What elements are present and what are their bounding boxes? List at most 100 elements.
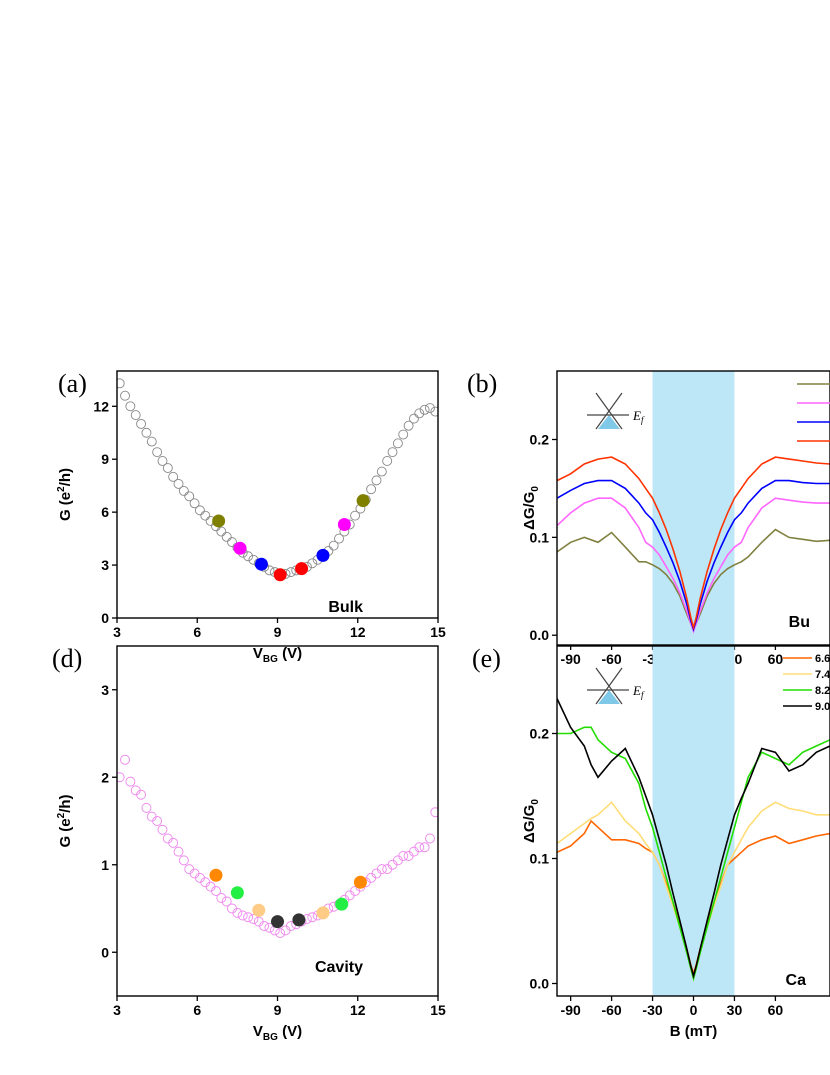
fermi-level-label: Ef — [632, 683, 645, 700]
data-point — [398, 429, 409, 440]
data-point — [162, 463, 173, 473]
legend-label: 8.2 — [815, 685, 830, 697]
data-point — [430, 807, 438, 818]
data-point — [130, 410, 141, 421]
x-axis-label: VBG (V) — [253, 645, 302, 665]
plot-area — [557, 371, 830, 645]
data-point — [125, 776, 136, 787]
data-point — [285, 567, 296, 578]
data-point — [376, 864, 387, 875]
legend — [797, 383, 830, 442]
highlight-point — [212, 514, 226, 528]
data-point — [264, 565, 275, 576]
data-point — [392, 438, 403, 449]
data-point — [307, 912, 318, 923]
highlight-point — [316, 548, 330, 562]
dirac-cone-icon: Ef — [587, 392, 645, 430]
y-tick-label: 3 — [101, 682, 109, 698]
data-point — [275, 928, 286, 938]
data-point — [285, 921, 296, 931]
data-point — [184, 491, 195, 502]
data-point — [178, 486, 189, 496]
highlight-point — [316, 906, 330, 920]
data-point — [414, 842, 425, 853]
y-tick-label: 3 — [101, 557, 109, 573]
axes-frame — [116, 370, 439, 619]
x-tick-label: 30 — [727, 1002, 743, 1018]
legend-label: 6.6 — [815, 653, 830, 665]
y-axis-label: ΔG/G0 — [521, 799, 541, 843]
data-point — [243, 912, 254, 923]
data-point — [227, 537, 237, 548]
y-tick-label: 2 — [101, 769, 109, 785]
data-point — [173, 846, 184, 857]
x-tick-label: 60 — [768, 651, 784, 667]
data-point — [403, 420, 414, 431]
series-1 — [212, 494, 370, 582]
legend-label: 7.4 — [815, 669, 830, 681]
highlight-point — [252, 903, 266, 917]
x-tick-label: -60 — [601, 651, 621, 667]
shaded-region — [652, 646, 735, 996]
data-point — [419, 404, 430, 415]
data-point — [157, 824, 168, 835]
data-point — [398, 851, 409, 861]
filled-band — [598, 415, 620, 429]
data-point — [237, 910, 248, 921]
y-tick-label: 0.1 — [530, 851, 550, 867]
x-tick-label: -30 — [642, 1002, 662, 1018]
highlight-point — [254, 557, 268, 571]
y-tick-label: 0.2 — [530, 432, 550, 448]
x-tick-label: 6 — [193, 624, 201, 640]
panel-annotation: Cavity — [315, 959, 363, 976]
data-point — [141, 427, 152, 438]
data-point — [168, 471, 179, 482]
data-point — [136, 418, 147, 429]
data-point — [382, 456, 393, 466]
data-point — [248, 914, 259, 924]
data-point — [117, 772, 125, 783]
data-point — [371, 475, 382, 486]
data-point — [200, 510, 211, 521]
data-point — [117, 378, 125, 389]
series-0 — [117, 378, 438, 579]
x-tick-label: -90 — [561, 651, 581, 667]
x-axis-label: B (mT) — [670, 1023, 718, 1040]
data-point — [376, 466, 387, 477]
y-tick-label: 9 — [101, 451, 109, 467]
data-point — [168, 837, 179, 848]
x-tick-label: 15 — [430, 1002, 446, 1018]
data-point — [307, 558, 318, 569]
panel-label: (e) — [472, 644, 501, 673]
y-tick-label: 12 — [93, 398, 109, 414]
data-point — [120, 390, 130, 401]
data-point — [221, 531, 232, 542]
x-tick-label: 6 — [193, 1002, 201, 1018]
data-point — [136, 789, 147, 800]
x-tick-label: 3 — [113, 1002, 121, 1018]
y-tick-label: 0.1 — [530, 529, 550, 545]
highlight-point — [353, 875, 367, 889]
y-axis-label: G (e2/h) — [56, 794, 74, 847]
data-point — [141, 802, 152, 813]
data-point — [425, 403, 435, 413]
y-tick-label: 0.2 — [530, 726, 550, 742]
y-tick-label: 0.0 — [530, 627, 550, 643]
data-point — [120, 754, 130, 765]
panel-label: (d) — [52, 644, 82, 673]
fermi-level-label: Ef — [632, 408, 645, 425]
x-axis-label: VBG (V) — [253, 1023, 302, 1043]
axes-frame — [116, 645, 439, 997]
highlight-point — [233, 541, 247, 555]
y-axis-label: ΔG/G0 — [521, 486, 541, 530]
highlight-point — [230, 886, 244, 900]
highlight-point — [273, 568, 287, 582]
legend: 6.6 7.4 8.2 9.0 — [783, 653, 830, 713]
data-point — [425, 833, 435, 844]
data-point — [414, 408, 425, 419]
series-1 — [209, 868, 367, 929]
highlight-point — [209, 868, 223, 882]
filled-band — [598, 690, 620, 704]
